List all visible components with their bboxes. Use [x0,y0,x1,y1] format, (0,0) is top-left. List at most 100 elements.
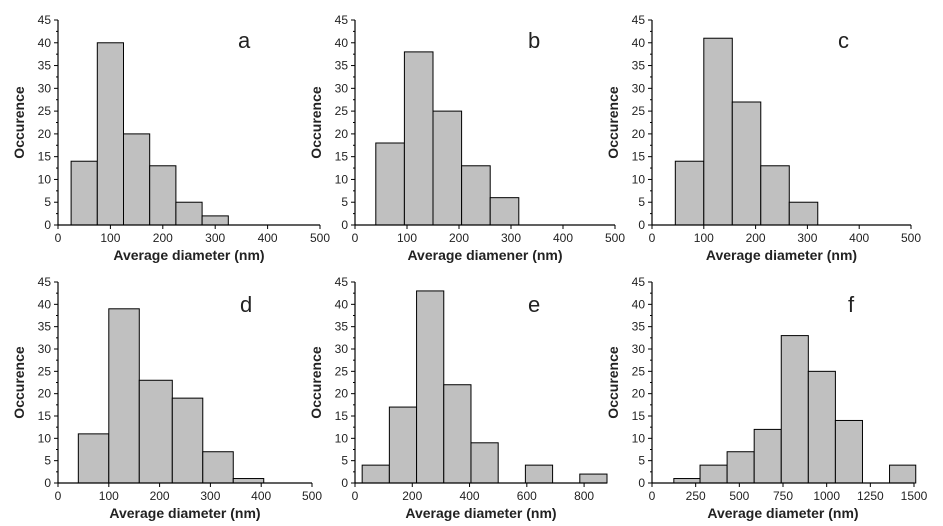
x-axis-title: Average diameter (nm) [706,247,857,263]
y-tick-label: 20 [335,387,349,401]
y-tick-label: 45 [632,13,646,27]
histogram-bar [760,165,790,226]
panel-letter: a [238,28,251,53]
y-axis-title: Occurence [308,346,324,419]
panel-f: 0 5 10 15 20 25 30 35 40 45 0 250 500 750 1000 1250 1500… [605,275,928,521]
y-tick-label: 10 [38,172,52,186]
y-tick-label: 5 [341,454,348,468]
x-tick-label: 200 [150,489,170,503]
x-tick-label: 0 [55,231,62,245]
y-tick-label: 35 [38,59,52,73]
x-tick-label: 0 [352,231,359,245]
histogram-bar [70,160,98,226]
y-tick-label: 15 [335,409,349,423]
y-tick-label: 35 [335,59,349,73]
histogram-bar [201,215,229,226]
x-tick-label: 200 [402,489,422,503]
x-tick-label: 1000 [813,489,840,503]
histogram-bar [443,384,472,484]
histogram-bar [202,451,234,484]
x-tick-label: 100 [100,231,120,245]
histogram-bar [388,406,418,484]
y-tick-label: 10 [632,172,646,186]
histogram-bar [753,428,782,484]
y-tick-label: 30 [632,81,646,95]
y-tick-label: 10 [335,172,349,186]
x-tick-label: 200 [153,231,173,245]
y-axis-title: Occurence [11,346,27,419]
x-axis-title: Average diameter (nm) [707,505,858,521]
x-tick-label: 800 [574,489,594,503]
y-tick-label: 30 [38,81,52,95]
y-tick-label: 35 [632,320,646,334]
y-tick-label: 10 [632,431,646,445]
y-tick-label: 40 [38,297,52,311]
panel-a: 0 5 10 15 20 25 30 35 40 45 0 100 200 300 400 500 Averag… [11,13,330,263]
histogram-bar [674,160,705,226]
histogram-bar [403,51,434,226]
panel-letter: c [838,28,849,53]
histogram-bar [524,464,554,484]
x-tick-label: 100 [694,231,714,245]
x-tick-label: 300 [200,489,220,503]
y-tick-label: 45 [38,275,52,289]
x-axis-title: Average diameter (nm) [405,505,556,521]
histogram-bar [726,451,755,484]
x-tick-label: 200 [449,231,469,245]
y-tick-label: 0 [341,476,348,490]
y-tick-label: 35 [38,320,52,334]
x-tick-label: 500 [901,231,921,245]
x-tick-label: 1250 [857,489,884,503]
y-tick-label: 40 [335,297,349,311]
y-tick-label: 30 [335,342,349,356]
x-tick-label: 0 [352,489,359,503]
y-tick-label: 45 [335,13,349,27]
histogram-bar [123,133,151,226]
x-tick-label: 100 [397,231,417,245]
histogram-bar [673,478,701,484]
histogram-bar [77,433,110,484]
histogram-bar [889,464,917,484]
x-tick-label: 400 [251,489,271,503]
histogram-bar [470,442,499,484]
y-tick-label: 5 [638,454,645,468]
x-tick-label: 400 [849,231,869,245]
histogram-bar [149,165,177,226]
histogram-bar [780,335,809,484]
panel-letter: e [528,292,540,317]
x-tick-label: 600 [517,489,537,503]
y-tick-label: 25 [335,104,349,118]
x-axis-title: Average diameter (nm) [113,247,264,263]
y-tick-label: 0 [44,476,51,490]
x-tick-label: 1500 [901,489,928,503]
y-tick-label: 20 [632,127,646,141]
y-tick-label: 25 [335,364,349,378]
y-tick-label: 0 [341,218,348,232]
histogram-bar [731,101,762,226]
histogram-bar [361,464,390,484]
y-tick-label: 45 [632,275,646,289]
y-tick-label: 20 [335,127,349,141]
histogram-bar [489,197,520,226]
x-tick-label: 750 [773,489,793,503]
y-tick-label: 40 [632,36,646,50]
y-tick-label: 15 [632,409,646,423]
histogram-bar [807,370,836,484]
y-tick-label: 15 [38,150,52,164]
y-tick-label: 25 [38,364,52,378]
x-tick-label: 250 [686,489,706,503]
panel-c: 0 5 10 15 20 25 30 35 40 45 0 100 200 300 400 500 Averag… [605,13,921,263]
x-tick-label: 500 [310,231,330,245]
histogram-bar [788,201,819,226]
histogram-bar [138,379,173,484]
x-tick-label: 300 [205,231,225,245]
y-tick-label: 40 [335,36,349,50]
x-tick-label: 0 [649,489,656,503]
y-tick-label: 0 [638,476,645,490]
y-tick-label: 30 [335,81,349,95]
panel-letter: f [848,292,855,317]
histogram-bar [432,110,463,226]
y-tick-label: 0 [44,218,51,232]
y-tick-label: 30 [38,342,52,356]
